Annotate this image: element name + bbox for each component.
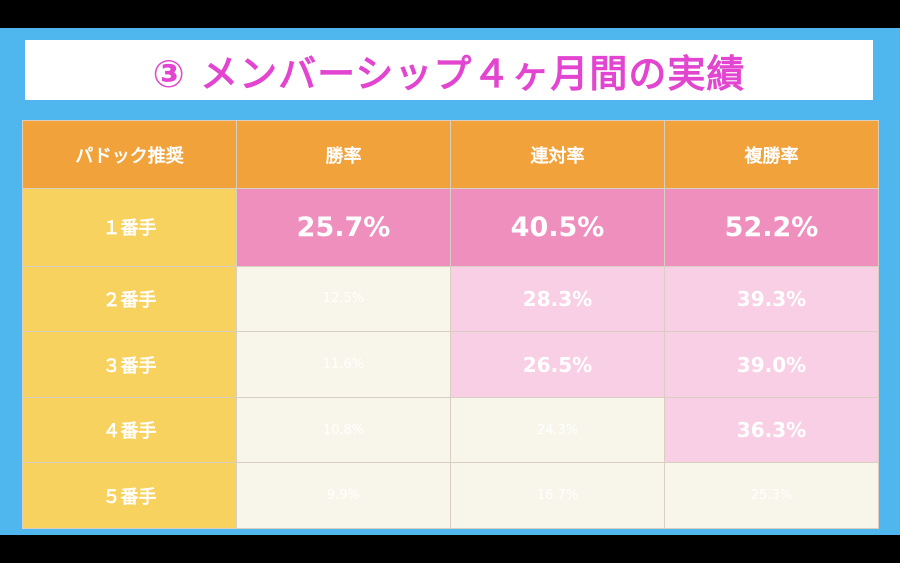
table-row: ４番手 10.8% 24.3% 36.3% bbox=[22, 396, 879, 464]
place-rate-cell: 36.3% bbox=[664, 396, 879, 464]
row-label: ４番手 bbox=[22, 396, 237, 464]
quinella-rate-cell: 26.5% bbox=[450, 331, 665, 398]
quinella-rate-cell: 28.3% bbox=[450, 265, 665, 333]
win-rate-cell: 11.6% bbox=[236, 331, 451, 398]
row-label: ２番手 bbox=[22, 265, 237, 333]
win-rate-cell: 10.8% bbox=[236, 396, 451, 464]
win-rate-cell: 25.7% bbox=[236, 188, 451, 267]
table-row: ２番手 12.5% 28.3% 39.3% bbox=[22, 265, 879, 333]
table-row: ３番手 11.6% 26.5% 39.0% bbox=[22, 331, 879, 398]
row-label: ５番手 bbox=[22, 462, 237, 529]
table-row: ５番手 9.9% 16.7% 25.3% bbox=[22, 462, 879, 529]
header-paddock-pick: パドック推奨 bbox=[22, 120, 237, 189]
win-rate-cell: 12.5% bbox=[236, 265, 451, 333]
place-rate-cell: 52.2% bbox=[664, 188, 879, 267]
header-win-rate: 勝率 bbox=[236, 120, 451, 189]
place-rate-cell: 25.3% bbox=[664, 462, 879, 529]
quinella-rate-cell: 24.3% bbox=[450, 396, 665, 464]
quinella-rate-cell: 16.7% bbox=[450, 462, 665, 529]
results-table: パドック推奨 勝率 連対率 複勝率 １番手 25.7% 40.5% 52.2% … bbox=[22, 120, 879, 529]
header-quinella-rate: 連対率 bbox=[450, 120, 665, 189]
page-title: ③ メンバーシップ４ヶ月間の実績 bbox=[152, 51, 746, 96]
place-rate-cell: 39.0% bbox=[664, 331, 879, 398]
header-place-rate: 複勝率 bbox=[664, 120, 879, 189]
title-banner: ③ メンバーシップ４ヶ月間の実績 bbox=[25, 40, 873, 100]
table-row: １番手 25.7% 40.5% 52.2% bbox=[22, 188, 879, 267]
row-label: １番手 bbox=[22, 188, 237, 267]
win-rate-cell: 9.9% bbox=[236, 462, 451, 529]
quinella-rate-cell: 40.5% bbox=[450, 188, 665, 267]
table-header-row: パドック推奨 勝率 連対率 複勝率 bbox=[22, 120, 879, 189]
slide: ③ メンバーシップ４ヶ月間の実績 パドック推奨 勝率 連対率 複勝率 １番手 2… bbox=[0, 28, 900, 535]
row-label: ３番手 bbox=[22, 331, 237, 398]
place-rate-cell: 39.3% bbox=[664, 265, 879, 333]
